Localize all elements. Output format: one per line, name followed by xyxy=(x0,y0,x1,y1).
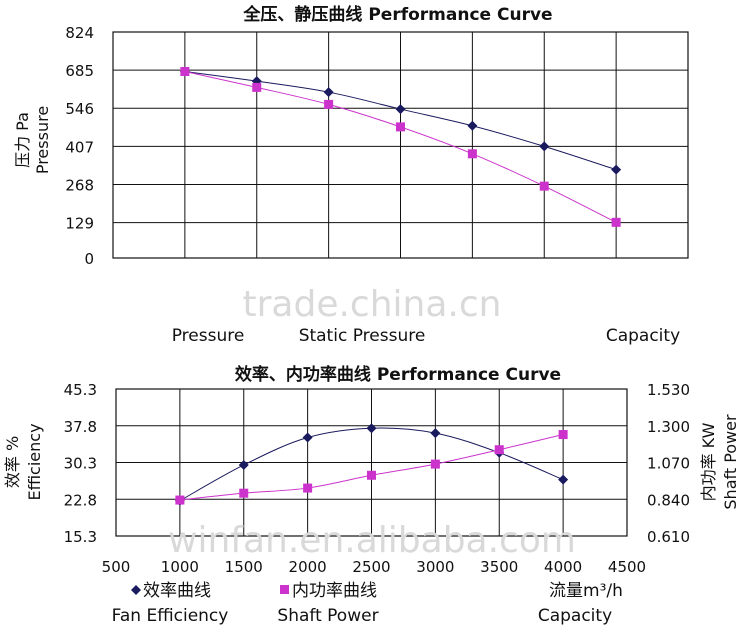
top-capacity-label: Capacity xyxy=(606,326,680,346)
bottom-y2-tick-label: 1.300 xyxy=(647,418,690,436)
bottom-x-tick-label: 500 xyxy=(102,558,131,576)
bottom-grid xyxy=(116,389,627,536)
pressure-point xyxy=(539,141,550,152)
efficiency-point xyxy=(430,428,441,439)
bottom-xlabel-en: Capacity xyxy=(538,606,612,626)
bottom-xlabel-cn: 流量m³/h xyxy=(549,581,623,601)
top-legend-static-pressure: Static Pressure xyxy=(299,326,426,346)
static-pressure-point xyxy=(396,122,405,132)
pressure-point xyxy=(611,164,622,175)
bottom-y-tick-label: 37.8 xyxy=(64,418,97,436)
pressure-point xyxy=(467,120,478,131)
pressure-point xyxy=(395,104,406,115)
top-plot-frame xyxy=(112,31,689,259)
bottom-ylabel-en: Efficiency xyxy=(25,423,44,500)
shaft-power-point xyxy=(303,483,313,493)
bottom-x-tick-label: 2000 xyxy=(289,558,327,576)
top-y-tick-label: 407 xyxy=(65,138,94,156)
shaft-power-point xyxy=(558,430,568,440)
pressure-point xyxy=(323,87,334,98)
bottom-y-tick-label: 22.8 xyxy=(64,491,97,509)
bottom-x-ticks: 500 1000 1500 2000 2500 3000 3500 4000 4500 xyxy=(102,558,646,576)
bottom-y2-tick-label: 0.610 xyxy=(647,528,690,546)
legend-efficiency-cn: 效率曲线 xyxy=(143,581,211,601)
bottom-x-tick-label: 1500 xyxy=(225,558,263,576)
watermark-top: trade.china.cn xyxy=(243,284,502,325)
top-grid xyxy=(113,32,688,258)
static-pressure-point xyxy=(467,149,477,159)
efficiency-point xyxy=(302,432,313,443)
static-pressure-point xyxy=(252,82,262,92)
watermark-bottom: winfan.en.alibaba.com xyxy=(168,520,576,561)
legend-efficiency-marker xyxy=(131,585,141,595)
top-y-tick-label: 129 xyxy=(65,215,94,233)
top-y-ticks: 0 129 268 407 546 685 824 xyxy=(65,24,94,268)
bottom-x-tick-label: 3000 xyxy=(416,558,454,576)
bottom-chart-title: 效率、内功率曲线 Performance Curve xyxy=(235,364,561,385)
bottom-y2label-cn: 内功率 KW xyxy=(699,422,718,501)
bottom-x-tick-label: 1000 xyxy=(161,558,199,576)
bottom-y2-tick-label: 1.530 xyxy=(647,381,690,399)
shaft-power-point xyxy=(367,470,376,480)
top-y-tick-label: 0 xyxy=(84,250,94,268)
top-chart-title: 全压、静压曲线 Performance Curve xyxy=(242,4,552,25)
efficiency-point xyxy=(238,459,249,470)
top-series xyxy=(179,66,622,227)
bottom-x-tick-label: 4000 xyxy=(544,558,582,576)
bottom-x-tick-label: 3500 xyxy=(480,558,518,576)
bottom-y-tick-label: 15.3 xyxy=(64,528,97,546)
legend-shaft-power-en: Shaft Power xyxy=(277,606,378,626)
top-y-tick-label: 546 xyxy=(65,100,94,118)
efficiency-point xyxy=(558,474,569,485)
bottom-y-tick-label: 45.3 xyxy=(64,381,97,399)
bottom-y-tick-label: 30.3 xyxy=(64,455,97,473)
legend-shaft-power-marker xyxy=(280,585,289,594)
top-y-tick-label: 685 xyxy=(65,62,94,80)
top-legend-pressure: Pressure xyxy=(172,326,245,346)
static-pressure-point xyxy=(611,217,621,227)
bottom-y2-tick-label: 0.840 xyxy=(647,491,690,509)
bottom-series xyxy=(174,423,569,506)
bottom-ylabel-cn: 效率 % xyxy=(3,436,22,488)
legend-shaft-power-cn: 内功率曲线 xyxy=(292,581,377,601)
efficiency-point xyxy=(366,423,377,434)
shaft-power-point xyxy=(494,445,504,455)
shaft-power-point xyxy=(430,459,440,469)
bottom-y-ticks: 15.3 22.8 30.3 37.8 45.3 xyxy=(64,381,97,546)
bottom-x-tick-label: 2500 xyxy=(352,558,390,576)
shaft-power-point xyxy=(239,488,249,498)
bottom-y2-ticks: 0.610 0.840 1.070 1.300 1.530 xyxy=(647,381,690,546)
top-ylabel-en: Pressure xyxy=(33,106,52,174)
static-pressure-point xyxy=(539,181,549,191)
top-ylabel-cn: 压力 Pa xyxy=(13,112,32,168)
static-pressure-point xyxy=(324,99,334,109)
bottom-y2-tick-label: 1.070 xyxy=(647,455,690,473)
shaft-power-point xyxy=(175,495,185,505)
bottom-y2label-en: Shaft Power xyxy=(721,414,740,510)
top-y-tick-label: 824 xyxy=(65,24,94,42)
top-y-tick-label: 268 xyxy=(65,176,94,194)
legend-efficiency-en: Fan Efficiency xyxy=(112,606,229,626)
bottom-plot-frame xyxy=(115,388,628,537)
static-pressure-point xyxy=(180,66,190,76)
bottom-x-tick-label: 4500 xyxy=(608,558,646,576)
